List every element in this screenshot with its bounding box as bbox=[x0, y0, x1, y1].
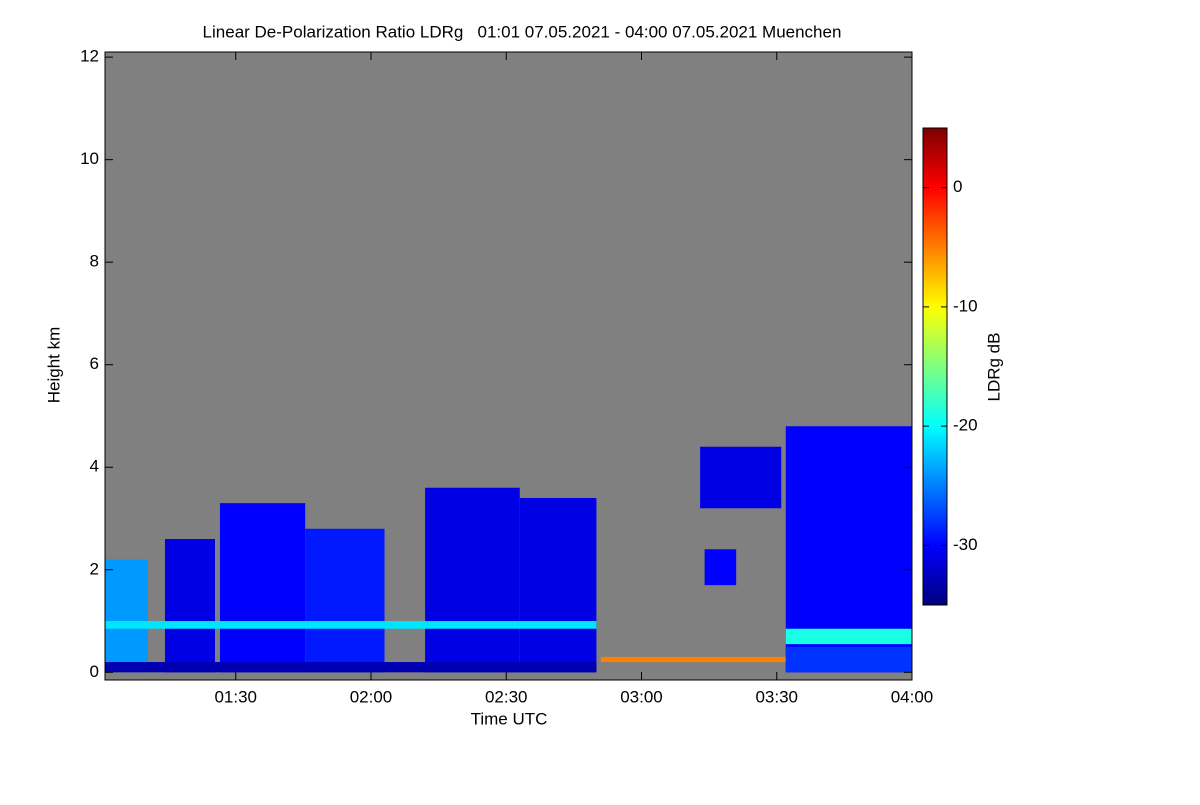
x-tick-label: 04:00 bbox=[891, 687, 934, 706]
heatmap-cell bbox=[704, 549, 737, 586]
y-tick-label: 6 bbox=[90, 354, 99, 373]
chart-title: Linear De-Polarization Ratio LDRg 01:01 … bbox=[203, 22, 842, 41]
colorbar-tick-label: -30 bbox=[953, 535, 978, 554]
x-tick-label: 02:00 bbox=[350, 687, 393, 706]
colorbar-tick-label: 0 bbox=[953, 177, 962, 196]
heatmap-cell bbox=[600, 656, 786, 663]
y-axis-label: Height km bbox=[44, 327, 63, 404]
heatmap-cell bbox=[219, 503, 306, 673]
y-tick-label: 12 bbox=[80, 47, 99, 66]
y-tick-label: 8 bbox=[90, 252, 99, 271]
x-tick-label: 03:30 bbox=[755, 687, 798, 706]
heatmap-cell bbox=[785, 646, 912, 673]
heatmap-cell bbox=[785, 628, 912, 645]
heatmap-cell bbox=[519, 498, 597, 673]
colorbar-label: LDRg dB bbox=[984, 333, 1003, 402]
heatmap-cell bbox=[105, 621, 597, 629]
heatmap-cell bbox=[105, 662, 597, 673]
colorbar bbox=[922, 127, 948, 606]
heatmap-cell bbox=[305, 528, 385, 673]
y-tick-label: 0 bbox=[90, 662, 99, 681]
x-tick-label: 01:30 bbox=[214, 687, 257, 706]
heatmap-cell bbox=[425, 487, 520, 673]
x-tick-label: 03:00 bbox=[620, 687, 663, 706]
x-tick-label: 02:30 bbox=[485, 687, 528, 706]
y-tick-label: 10 bbox=[80, 149, 99, 168]
plot-frame bbox=[104, 51, 913, 681]
heatmap-cell bbox=[105, 559, 148, 673]
x-axis-label: Time UTC bbox=[471, 709, 548, 728]
y-tick-label: 2 bbox=[90, 559, 99, 578]
colorbar-tick-label: -10 bbox=[953, 296, 978, 315]
heatmap-cell bbox=[164, 539, 216, 673]
colorbar-tick-label: -20 bbox=[953, 416, 978, 435]
y-tick-label: 4 bbox=[90, 457, 99, 476]
heatmap-cell bbox=[700, 446, 782, 509]
